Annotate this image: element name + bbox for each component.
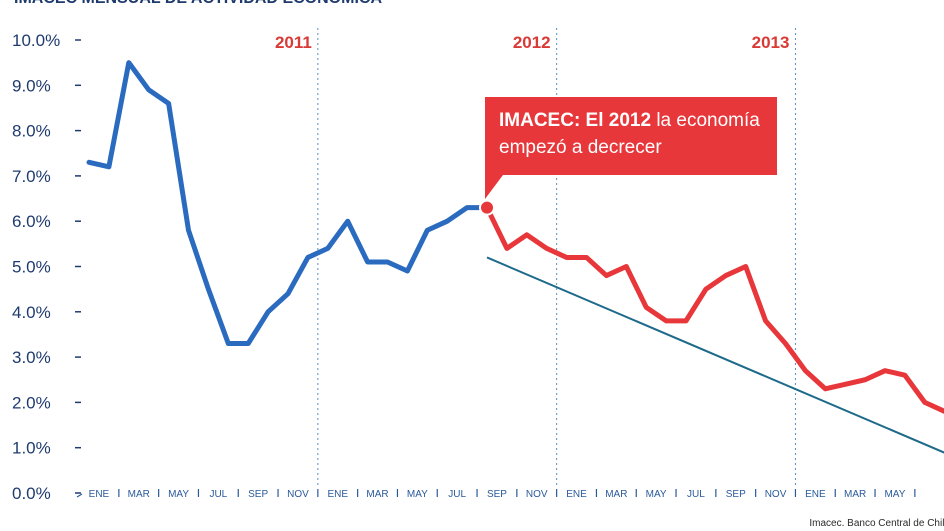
- x-tick-label: MAY: [884, 489, 905, 500]
- year-label: 2013: [752, 33, 790, 52]
- x-tick-label: SEP: [248, 489, 268, 500]
- x-tick-label: SEP: [487, 489, 507, 500]
- y-tick-label: 2.0%: [12, 393, 51, 412]
- x-tick-label: SEP: [726, 489, 746, 500]
- y-tick-label: 1.0%: [12, 439, 51, 458]
- year-label: 2011: [275, 33, 312, 52]
- source-note: Imacec. Banco Central de Chile: [809, 518, 944, 529]
- x-tick-label: JUL: [209, 489, 227, 500]
- y-tick-label: 5.0%: [12, 258, 51, 277]
- x-tick-label: ENE: [805, 489, 826, 500]
- x-tick-label: ENE: [566, 489, 587, 500]
- annotation-callout: IMACEC: El 2012 la economía empezó a dec…: [485, 97, 777, 199]
- x-tick-label: NOV: [287, 489, 309, 500]
- x-tick-label: NOV: [526, 489, 548, 500]
- x-tick-label: MAY: [407, 489, 428, 500]
- y-tick-label: 6.0%: [12, 212, 51, 231]
- x-tick-label: MAY: [168, 489, 189, 500]
- y-axis: 10.0% 9.0% 8.0% 7.0% 6.0% 5.0% 4.0% 3.0% 2.0% 1.0…: [12, 31, 81, 503]
- annotation-point: [479, 199, 495, 216]
- year-label: 2012: [513, 33, 551, 52]
- y-tick-label: 3.0%: [12, 348, 51, 367]
- x-tick-label: MAR: [366, 489, 388, 500]
- x-axis-start: [76, 493, 83, 498]
- x-tick-label: NOV: [765, 489, 787, 500]
- chart-title-partial: IMACEC MENSUAL DE ACTIVIDAD ECONÓMICA: [14, 0, 382, 8]
- x-tick-label: MAY: [646, 489, 667, 500]
- x-tick-label: ENE: [89, 489, 110, 500]
- year-grid: 2011201220132014: [275, 28, 796, 488]
- chart-marks: [479, 199, 495, 216]
- x-tick-label: MAR: [605, 489, 627, 500]
- x-tick-label: MAR: [844, 489, 866, 500]
- y-tick-label: 4.0%: [12, 303, 51, 322]
- x-tick-label: JUL: [687, 489, 705, 500]
- x-tick-label: JUL: [448, 489, 466, 500]
- trend-arrow-line: [486, 256, 944, 454]
- annotation-bold: IMACEC: El 2012: [499, 110, 652, 131]
- x-tick-label: ENE: [327, 489, 348, 500]
- y-tick-label: 7.0%: [12, 167, 51, 186]
- y-tick-label: 0.0%: [12, 484, 51, 503]
- y-tick-label: 10.0%: [12, 31, 60, 50]
- y-tick-label: 8.0%: [12, 122, 51, 141]
- y-tick-label: 9.0%: [12, 76, 51, 95]
- annotation-text: la economía empezó a decrecer: [499, 110, 760, 158]
- series-lines: [86, 60, 944, 454]
- x-axis: ENE MAR MAY JUL SEP NOV ENE MAR MAY JUL SEP NOV ENE M…: [76, 489, 916, 500]
- x-tick-label: MAR: [128, 489, 150, 500]
- series-line-blue: [86, 60, 490, 347]
- series-line-red: [484, 205, 944, 414]
